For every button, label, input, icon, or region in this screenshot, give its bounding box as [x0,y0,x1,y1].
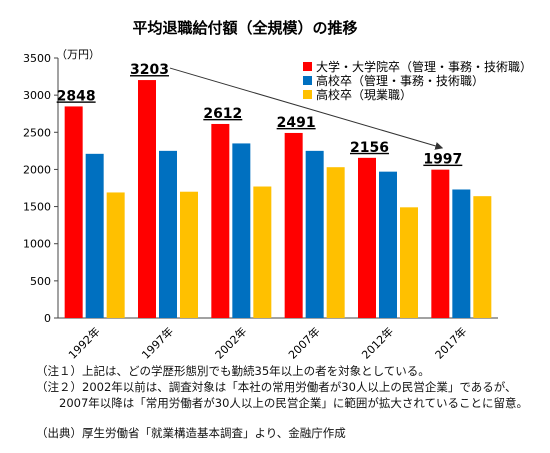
y-tick-label: 1000 [23,238,51,251]
x-axis: 1992年 1997年 2002年 2007年 2012年 2017年 [65,324,469,360]
data-label: 2848 [57,88,96,104]
data-label: 1997 [423,152,462,168]
trend-arrow-line [169,67,444,150]
bar [180,191,198,318]
bar [85,153,104,318]
bar [159,150,177,318]
trend-arrow [169,67,444,150]
y-tick-label: 3000 [23,89,51,102]
y-tick-label: 500 [30,275,51,288]
y-tick-label: 3500 [23,52,51,65]
x-tick-label: 2012年 [359,324,396,360]
bar [64,106,83,318]
bar [138,80,156,318]
y-tick-label: 2000 [23,163,51,176]
y-axis-unit-label: （万円） [56,48,100,61]
data-label: 2156 [350,140,389,156]
source-note: （出典）厚生労働省「就業構造基本調査」より、金融庁作成 [36,426,346,440]
x-tick-label: 2007年 [285,324,322,360]
bar [326,167,345,318]
data-labels: 2848 3203 2612 2491 2156 1997 [57,62,463,168]
y-tick-label: 2500 [23,126,51,139]
bar [284,132,303,318]
bar [305,150,324,318]
x-tick-label: 2002年 [212,324,249,360]
x-tick-label: 1992年 [65,324,102,360]
bar [358,157,376,318]
legend-swatch [303,76,312,85]
legend: 大学・大学院卒（管理・事務・技術職）高校卒（管理・事務・技術職）高校卒（現業職） [303,59,532,102]
y-tick-label: 1500 [23,201,51,214]
legend-label: 高校卒（管理・事務・技術職） [316,73,484,88]
data-label: 3203 [130,62,169,78]
data-label: 2612 [203,106,242,122]
note-3: 2007年以降は「常用労働者が30人以上の民営企業」に範囲が拡大されていることに… [36,396,529,410]
legend-swatch [303,62,312,71]
legend-swatch [303,90,312,99]
notes-block: （注１）上記は、どの学歴形態別でも勤続35年以上の者を対象としている。 （注２）… [36,363,541,441]
legend-label: 高校卒（現業職） [316,87,412,102]
bar [211,123,230,318]
bar [400,207,418,318]
x-tick-label: 1997年 [139,324,176,360]
bar [232,143,251,318]
bar [431,169,450,318]
legend-label: 大学・大学院卒（管理・事務・技術職） [316,59,532,74]
y-axis: 0 500 1000 1500 2000 2500 3000 3500 [23,52,498,325]
note-2: （注２）2002年以前は、調査対象は「本社の常用労働者が30人以上の民営企業」で… [36,380,517,394]
chart-title: 平均退職給付額（全規模）の推移 [132,19,357,37]
note-1: （注１）上記は、どの学歴形態別でも勤続35年以上の者を対象としている。 [36,364,430,378]
x-tick-label: 2017年 [432,324,469,360]
bar [253,186,272,318]
chart: 平均退職給付額（全規模）の推移 （万円） 0 500 1000 1500 2000 250… [23,19,532,360]
data-label: 2491 [277,115,316,131]
y-tick-label: 0 [44,312,51,325]
bar [473,196,492,318]
bar-group [64,80,492,318]
bar [452,189,471,318]
bar [379,171,397,318]
bar [106,192,125,318]
